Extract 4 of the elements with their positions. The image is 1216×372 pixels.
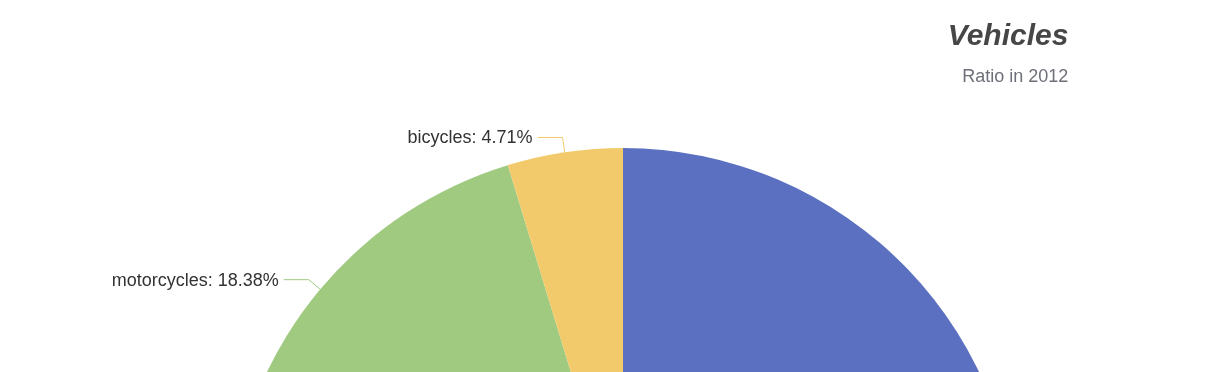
chart-title: Vehicles: [947, 17, 1069, 51]
slice-label: bicycles: 4.71%: [407, 127, 533, 148]
text: Ratio in 2012: [962, 66, 1069, 86]
slice-label: motorcycles: 18.38%: [111, 269, 279, 290]
